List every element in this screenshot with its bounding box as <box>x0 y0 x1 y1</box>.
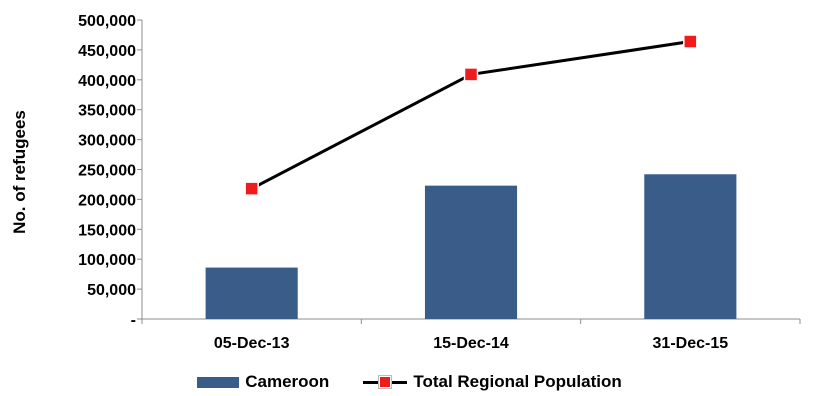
y-tick-label: 50,000 <box>87 282 136 299</box>
y-tick-label: 250,000 <box>78 163 136 180</box>
line-total-regional-population <box>250 40 691 190</box>
marker-total-regional-population <box>244 181 259 196</box>
legend-label-bar: Cameroon <box>245 372 330 391</box>
y-tick-label: 200,000 <box>78 192 136 209</box>
bar-cameroon <box>424 185 518 319</box>
x-tick-label: 31-Dec-15 <box>653 335 729 352</box>
y-axis-title: No. of refugees <box>10 110 29 234</box>
legend: Cameroon Total Regional Population <box>0 370 819 394</box>
bar-cameroon <box>644 174 737 319</box>
y-tick-label: 450,000 <box>78 43 136 60</box>
y-tick-label: 300,000 <box>78 133 136 150</box>
y-tick-label: 350,000 <box>78 103 136 120</box>
chart: - 50,000 100,000 150,000 200,000 250,000 300,0… <box>10 13 801 352</box>
legend-line-swatch <box>363 376 408 388</box>
legend-item-line: Total Regional Population <box>363 372 622 392</box>
y-tick-label: - <box>131 312 136 329</box>
marker-total-regional-population <box>683 34 698 49</box>
plot-area: - 50,000 100,000 150,000 200,000 250,000 300,0… <box>78 13 801 352</box>
marker-total-regional-population <box>463 67 479 82</box>
y-tick-label: 150,000 <box>78 222 136 239</box>
legend-item-bar: Cameroon <box>197 372 329 392</box>
y-tick-label: 500,000 <box>78 13 136 30</box>
x-tick-label: 05-Dec-13 <box>214 335 290 352</box>
legend-label-line: Total Regional Population <box>413 372 622 391</box>
y-tick-label: 100,000 <box>78 252 136 269</box>
x-tick-label: 15-Dec-14 <box>433 335 509 352</box>
bar-cameroon <box>205 267 298 319</box>
y-tick-label: 400,000 <box>78 73 136 90</box>
legend-bar-swatch <box>197 376 240 388</box>
